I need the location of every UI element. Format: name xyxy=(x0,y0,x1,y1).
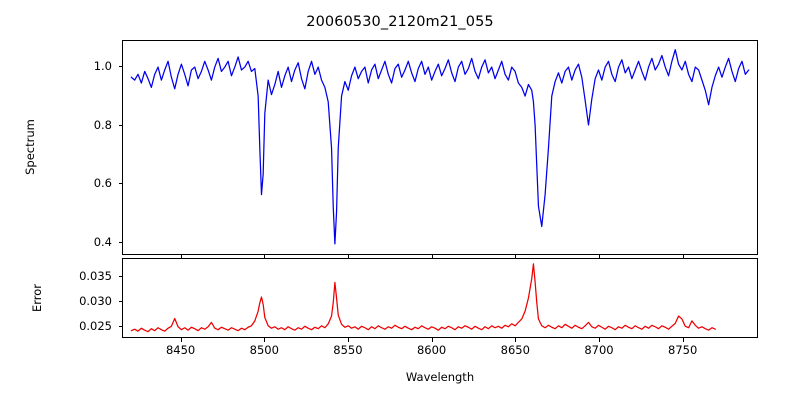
spectrum-x-tick-mark xyxy=(599,255,601,259)
spectrum-x-tick-mark xyxy=(515,255,517,259)
spectrum-y-tick-label: 0.6 xyxy=(93,176,112,191)
error-trace xyxy=(131,264,715,332)
error-x-tick-mark xyxy=(264,338,266,342)
error-y-axis-label: Error xyxy=(30,283,44,313)
spectrum-x-tick-mark xyxy=(347,255,349,259)
error-x-tick-mark xyxy=(431,338,433,342)
error-y-tick-label: 0.035 xyxy=(79,268,112,283)
figure-title: 20060530_2120m21_055 xyxy=(306,14,494,30)
error-y-tick-mark xyxy=(118,325,122,327)
x-axis-label: Wavelength xyxy=(405,370,475,384)
spectrum-x-tick-mark xyxy=(264,255,266,259)
x-tick-label: 8600 xyxy=(416,343,447,357)
error-y-tick-mark xyxy=(118,275,122,277)
x-tick-label: 8700 xyxy=(584,343,614,357)
spectrum-y-tick-label: 1.0 xyxy=(93,59,112,74)
spectrum-y-tick-mark xyxy=(118,183,122,185)
spectrum-y-tick-label: 0.8 xyxy=(93,117,112,132)
error-plot-area xyxy=(122,258,758,338)
x-tick-label: 8650 xyxy=(500,343,530,357)
x-tick-label: 8550 xyxy=(333,343,363,357)
spectrum-plot-area xyxy=(122,40,758,255)
spectrum-y-tick-mark xyxy=(118,66,122,68)
error-line-series xyxy=(123,259,757,337)
spectrum-x-tick-mark xyxy=(431,255,433,259)
spectrum-y-tick-mark xyxy=(118,241,122,243)
error-x-tick-mark xyxy=(515,338,517,342)
error-y-tick-mark xyxy=(118,300,122,302)
spectrum-line-series xyxy=(123,41,757,254)
spectrum-trace xyxy=(131,50,748,244)
error-y-tick-label: 0.030 xyxy=(79,293,112,308)
x-tick-label: 8500 xyxy=(249,343,279,357)
spectrum-y-tick-mark xyxy=(118,124,122,126)
spectrum-y-tick-label: 0.4 xyxy=(93,234,112,249)
error-y-tick-label: 0.025 xyxy=(79,318,112,333)
error-x-tick-mark xyxy=(347,338,349,342)
spectrum-x-tick-mark xyxy=(682,255,684,259)
spectrum-y-axis-label: Spectrum xyxy=(23,119,37,175)
x-tick-label: 8750 xyxy=(668,343,698,357)
error-x-tick-mark xyxy=(599,338,601,342)
error-x-tick-mark xyxy=(180,338,182,342)
x-tick-label: 8450 xyxy=(165,343,196,357)
error-x-tick-mark xyxy=(682,338,684,342)
spectrum-x-tick-mark xyxy=(180,255,182,259)
